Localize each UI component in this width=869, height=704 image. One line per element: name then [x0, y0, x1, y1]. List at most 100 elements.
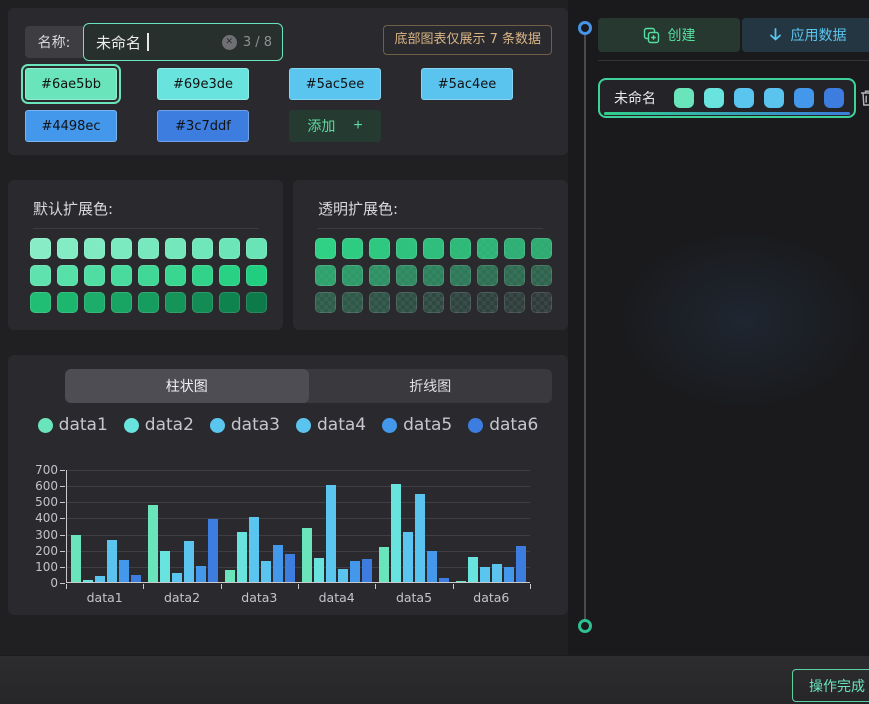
add-color-button[interactable]: 添加 [289, 110, 381, 142]
default-extension-grid [30, 238, 267, 313]
x-axis-tick [452, 584, 454, 589]
palette-swatch-button[interactable]: #69e3de [157, 68, 249, 100]
transparent-color-cell [531, 265, 552, 286]
extension-color-cell [246, 238, 267, 259]
y-axis-tick [60, 486, 65, 488]
bar [350, 561, 361, 582]
palette-swatch-button[interactable]: #5ac4ee [421, 68, 513, 100]
palette-swatch-button[interactable]: #3c7ddf [157, 110, 249, 142]
x-axis-tick [220, 584, 222, 589]
y-axis-tick-label: 600 [35, 479, 58, 494]
transparent-color-cell [396, 265, 417, 286]
y-axis-tick-label: 200 [35, 543, 58, 558]
bar [118, 560, 129, 582]
scheme-color-swatches [672, 88, 844, 108]
name-input[interactable]: 未命名 3 / 8 [83, 23, 283, 61]
extension-color-cell [219, 292, 240, 313]
bar-group [144, 470, 221, 582]
x-axis-category-label: data6 [473, 590, 510, 605]
bar-group [299, 470, 376, 582]
transparent-color-cell [450, 292, 471, 313]
chart-panel: 柱状图 折线图 data1 data2 data3 data4 data5 data6 0… [8, 355, 568, 615]
timeline-line [584, 34, 586, 620]
bar [272, 544, 283, 582]
extension-color-cell [192, 292, 213, 313]
palette-swatch-button[interactable]: #5ac5ee [289, 68, 381, 100]
x-axis-category-label: data1 [86, 590, 123, 605]
scheme-swatch [734, 88, 754, 108]
legend-dot [123, 417, 139, 433]
apply-data-button[interactable]: 应用数据 [742, 18, 869, 52]
gridline [66, 486, 530, 488]
create-button[interactable]: 创建 [598, 18, 740, 52]
x-axis-tick [298, 584, 299, 589]
chart-legend: data1 data2 data3 data4 data5 data6 [8, 412, 568, 438]
x-axis-tick [66, 584, 67, 589]
bar [456, 580, 467, 582]
transparent-color-cell [369, 292, 390, 313]
legend-item[interactable]: data1 [37, 415, 108, 435]
extension-color-cell [219, 265, 240, 286]
bar-group [376, 470, 453, 582]
bar [207, 519, 218, 582]
legend-label: data3 [230, 415, 280, 435]
transparent-color-cell [342, 265, 363, 286]
x-axis-tick [143, 584, 145, 589]
bar [492, 564, 503, 582]
tab-bar-chart[interactable]: 柱状图 [65, 369, 309, 403]
scheme-swatch [794, 88, 814, 108]
palette-swatch-button[interactable]: #4498ec [25, 110, 117, 142]
extension-color-cell [165, 265, 186, 286]
bar [480, 566, 491, 582]
scheme-swatch [674, 88, 694, 108]
char-counter: 3 / 8 [242, 34, 272, 50]
extension-color-cell [165, 238, 186, 259]
tab-line-chart[interactable]: 折线图 [409, 379, 452, 395]
extension-color-cell [30, 265, 51, 286]
transparent-color-cell [504, 238, 525, 259]
trash-icon[interactable] [860, 89, 869, 107]
bar [415, 494, 426, 582]
extension-color-cell [138, 265, 159, 286]
palette-swatch-button[interactable]: #6ae5bb [21, 64, 121, 104]
scheme-swatch [824, 88, 844, 108]
palette-grid: #6ae5bb #69e3de #5ac5ee #5ac4ee #4498ec #3c7d… [21, 64, 555, 142]
bar [284, 553, 295, 582]
legend-item[interactable]: data6 [468, 415, 538, 435]
bar [302, 527, 313, 582]
extension-color-cell [138, 292, 159, 313]
extension-color-cell [165, 292, 186, 313]
scheme-swatch [764, 88, 784, 108]
divider [33, 228, 258, 229]
transparent-color-cell [369, 265, 390, 286]
scheme-list-item[interactable]: 未命名 [598, 78, 856, 118]
scheme-name: 未命名 [614, 91, 656, 107]
extension-color-cell [192, 265, 213, 286]
clear-icon[interactable] [221, 34, 237, 50]
palette-editor-panel: 名称: 未命名 3 / 8 底部图表仅展示 7 条数据 #6ae5bb #69e3… [8, 8, 568, 155]
bar [224, 569, 235, 582]
legend-label: data6 [489, 415, 539, 435]
plot-area [66, 470, 530, 583]
limit-notice: 底部图表仅展示 7 条数据 [383, 25, 552, 55]
extension-color-cell [111, 265, 132, 286]
x-axis-category-label: data3 [241, 590, 278, 605]
legend-item[interactable]: data3 [209, 415, 280, 435]
legend-item[interactable]: data4 [296, 415, 366, 435]
extension-color-cell [57, 265, 78, 286]
legend-dot [382, 417, 398, 433]
done-button[interactable]: 操作完成 [792, 669, 869, 702]
legend-dot [296, 417, 311, 433]
legend-item[interactable]: data5 [382, 415, 452, 435]
bar [427, 550, 438, 582]
transparent-color-cell [342, 238, 363, 259]
extension-color-cell [246, 292, 267, 313]
transparent-color-cell [423, 265, 444, 286]
bar [236, 531, 247, 582]
name-value: 未命名 [96, 33, 142, 52]
transparent-color-cell [396, 238, 417, 259]
legend-item[interactable]: data2 [123, 415, 194, 435]
extension-color-cell [138, 238, 159, 259]
text-caret [147, 33, 149, 51]
timeline-start-node [578, 21, 592, 35]
